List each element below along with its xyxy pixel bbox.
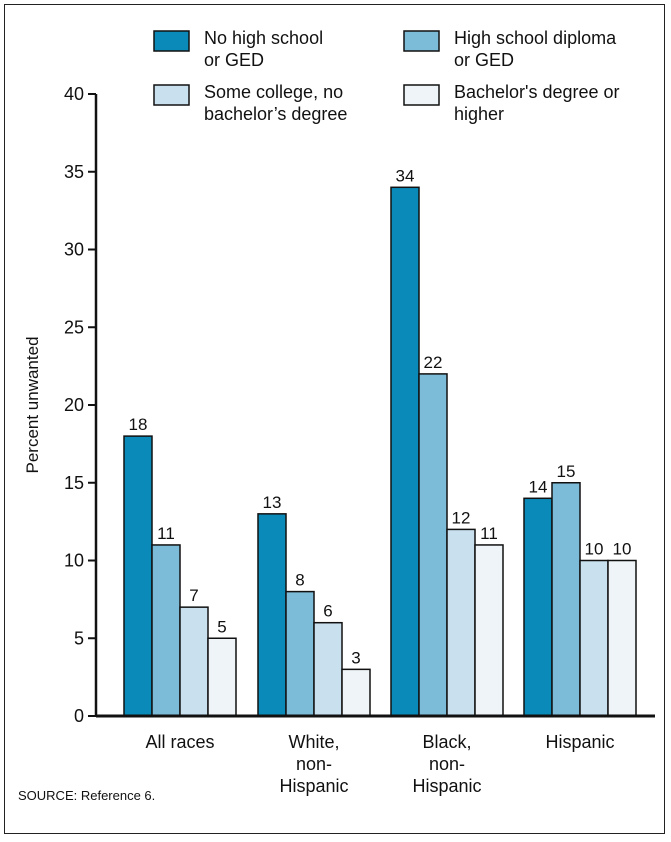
bar [446, 528, 476, 717]
legend-label: High school diploma [454, 28, 617, 48]
data-label: 18 [129, 415, 148, 434]
x-tick-label: White, [288, 732, 339, 752]
bar [551, 482, 581, 717]
y-tick-label: 0 [74, 706, 84, 726]
y-tick-label: 30 [64, 240, 84, 260]
x-tick-label: Black, [422, 732, 471, 752]
data-label: 5 [217, 617, 226, 636]
legend-label: bachelor’s degree [204, 104, 347, 124]
legend-label: Some college, no [204, 82, 343, 102]
x-axis: All races White,non-HispanicBlack,non-His… [96, 714, 655, 796]
legend-swatch [153, 84, 190, 106]
bar [257, 513, 287, 717]
bar [418, 373, 448, 717]
y-axis: 0 5 10 15 20 25 30 35 40 [64, 84, 98, 726]
bar [207, 637, 237, 717]
y-tick-label: 20 [64, 395, 84, 415]
y-axis-title: Percent unwanted [23, 336, 42, 473]
bar [313, 621, 343, 717]
data-label: 22 [424, 353, 443, 372]
source-note: SOURCE: Reference 6. [18, 788, 156, 803]
y-tick-label: 10 [64, 551, 84, 571]
bar [390, 186, 420, 717]
data-label: 6 [323, 602, 332, 621]
data-label: 12 [452, 508, 471, 527]
data-label: 10 [585, 540, 604, 559]
legend-label: No high school [204, 28, 323, 48]
legend-swatch [403, 84, 440, 106]
x-tick-label: Hispanic [412, 776, 481, 796]
bar [579, 559, 609, 717]
x-tick-label: non- [296, 754, 332, 774]
data-label: 11 [480, 524, 498, 543]
bars: 18 11 75 13 86 3 34 22 12 11 14 15 10 10 [123, 166, 637, 717]
x-tick-label: Hispanic [279, 776, 348, 796]
x-tick-label: All races [145, 732, 214, 752]
y-tick-label: 25 [64, 317, 84, 337]
data-label: 10 [613, 540, 632, 559]
data-label: 14 [529, 477, 548, 496]
x-tick-label: Hispanic [545, 732, 614, 752]
data-label: 8 [295, 571, 304, 590]
bar [474, 544, 504, 717]
legend-swatch [403, 30, 440, 52]
legend-label: or GED [454, 50, 514, 70]
bar [523, 497, 553, 717]
bar [285, 590, 315, 717]
data-label: 15 [557, 462, 576, 481]
bar [341, 668, 371, 717]
y-tick-label: 35 [64, 162, 84, 182]
data-label: 13 [263, 493, 282, 512]
y-tick-label: 15 [64, 473, 84, 493]
data-label: 7 [189, 586, 198, 605]
data-label: 34 [396, 166, 415, 185]
bar [151, 544, 181, 717]
y-tick-label: 5 [74, 628, 84, 648]
bar [123, 435, 153, 717]
data-label: 3 [351, 648, 360, 667]
legend-swatch [153, 30, 190, 52]
bar [607, 559, 637, 717]
legend-label: Bachelor's degree or [454, 82, 620, 102]
y-tick-label: 40 [64, 84, 84, 104]
legend-label: or GED [204, 50, 264, 70]
data-label: 11 [157, 524, 175, 543]
x-tick-label: non- [429, 754, 465, 774]
bar [179, 606, 209, 717]
legend-label: higher [454, 104, 504, 124]
